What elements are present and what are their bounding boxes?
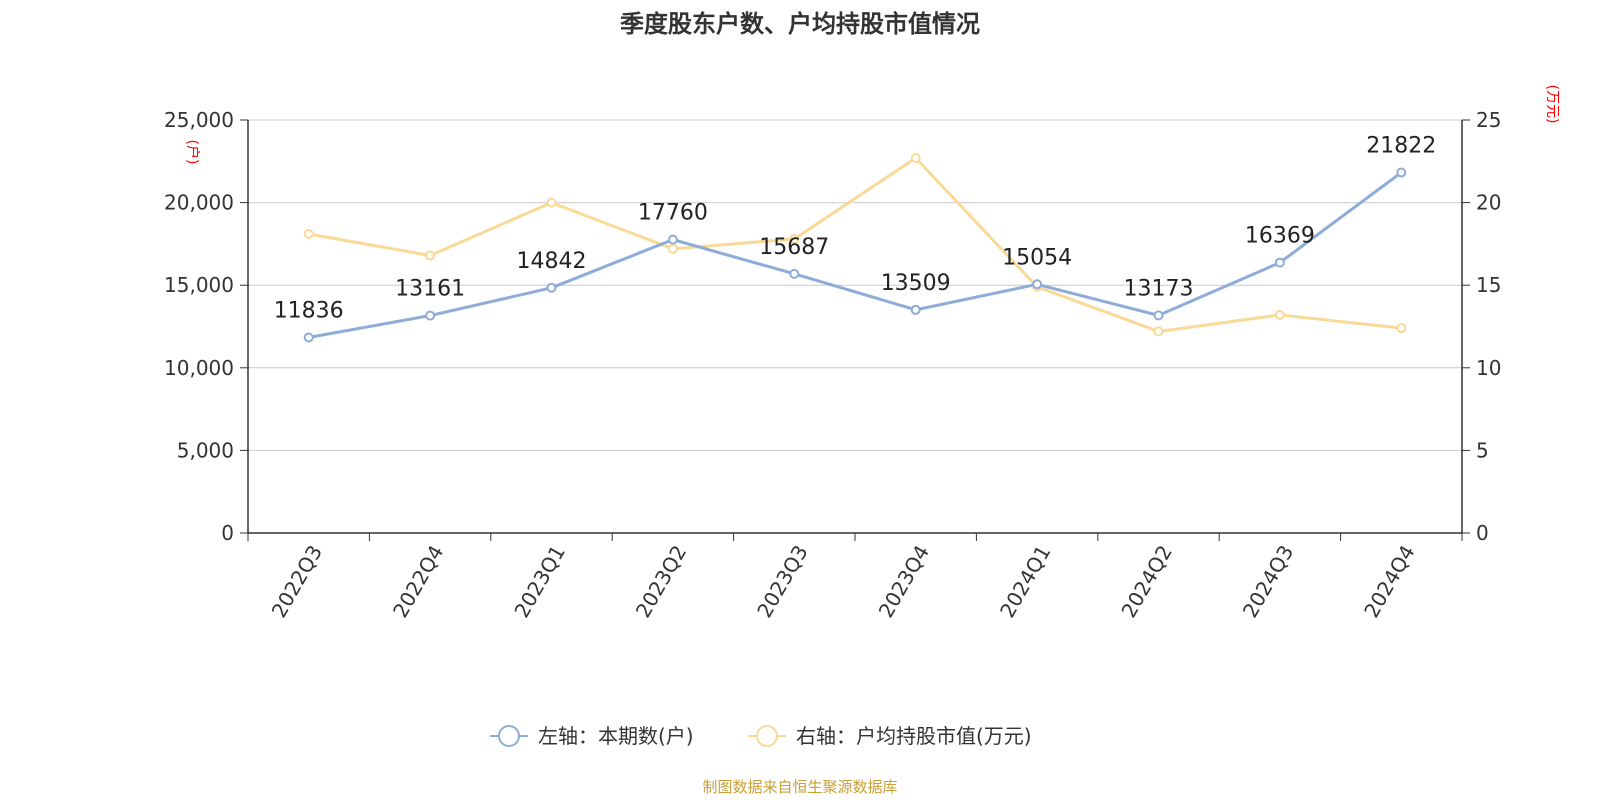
data-label: 16369 bbox=[1245, 224, 1315, 249]
left-axis-tick-label: 10,000 bbox=[164, 356, 234, 380]
left-axis-tick-label: 25,000 bbox=[164, 108, 234, 132]
x-axis-tick-label: 2024Q2 bbox=[1116, 541, 1176, 622]
legend-label-right-series: 右轴：户均持股市值(万元) bbox=[796, 724, 1032, 748]
right-axis-tick-label: 20 bbox=[1476, 191, 1501, 215]
data-point-right bbox=[667, 243, 678, 254]
data-point-left bbox=[1153, 310, 1164, 321]
x-axis-tick-label: 2022Q4 bbox=[388, 541, 448, 622]
axes bbox=[240, 119, 1470, 541]
right-axis-tick-label: 15 bbox=[1476, 273, 1501, 297]
right-axis-tick-label: 25 bbox=[1476, 108, 1501, 132]
data-point-left bbox=[789, 268, 800, 279]
data-label: 15687 bbox=[759, 235, 829, 260]
series-lines bbox=[308, 156, 1403, 339]
legend-item-right-series[interactable]: 右轴：户均持股市值(万元) bbox=[748, 724, 1032, 748]
data-point-left bbox=[303, 332, 314, 343]
x-axis-tick-label: 2023Q2 bbox=[631, 541, 691, 622]
left-axis-tick-label: 0 bbox=[221, 521, 234, 545]
series-points bbox=[303, 152, 1407, 343]
data-label: 13161 bbox=[395, 277, 465, 302]
legend[interactable]: 左轴：本期数(户) 右轴：户均持股市值(万元) bbox=[490, 724, 1032, 748]
data-label: 11836 bbox=[274, 298, 344, 323]
x-axis-tick-label: 2024Q4 bbox=[1359, 541, 1419, 622]
data-point-left bbox=[425, 310, 436, 321]
data-point-left bbox=[1032, 279, 1043, 290]
legend-label-left-series: 左轴：本期数(户) bbox=[538, 724, 694, 748]
data-point-right bbox=[789, 233, 800, 244]
left-axis-unit: (户) bbox=[184, 140, 201, 165]
data-source-note: 制图数据来自恒生聚源数据库 bbox=[702, 778, 897, 796]
data-point-left bbox=[910, 304, 921, 315]
data-point-right bbox=[425, 250, 436, 261]
data-label: 15054 bbox=[1002, 245, 1072, 270]
data-point-right bbox=[1396, 323, 1407, 334]
x-axis-tick-label: 2022Q3 bbox=[267, 541, 327, 622]
series-line-right bbox=[308, 156, 1402, 333]
x-axis-tick-label: 2024Q3 bbox=[1238, 541, 1298, 622]
data-point-left bbox=[1396, 167, 1407, 178]
series-line-left bbox=[308, 171, 1403, 339]
data-label: 14842 bbox=[517, 249, 587, 274]
legend-item-left-series[interactable]: 左轴：本期数(户) bbox=[490, 724, 694, 748]
x-axis-tick-label: 2023Q3 bbox=[752, 541, 812, 622]
chart-title: 季度股东户数、户均持股市值情况 bbox=[620, 10, 980, 38]
data-label: 21822 bbox=[1366, 134, 1436, 159]
data-point-right bbox=[546, 197, 557, 208]
data-label: 13509 bbox=[881, 271, 951, 296]
legend-circle-icon bbox=[498, 725, 520, 747]
x-axis-tick-label: 2024Q1 bbox=[995, 541, 1055, 622]
x-axis-tick-label: 2023Q4 bbox=[874, 541, 934, 622]
data-point-right bbox=[1153, 326, 1164, 337]
right-axis-unit: (万元) bbox=[1544, 85, 1560, 124]
x-axis-tick-labels: 2022Q3 2022Q4 2023Q1 2023Q2 2023Q3 2023Q4 2024… bbox=[267, 541, 1420, 622]
legend-circle-icon bbox=[756, 725, 778, 747]
left-axis-tick-label: 5,000 bbox=[177, 438, 234, 462]
right-axis-tick-labels: 0 5 10 15 20 25 bbox=[1476, 108, 1501, 545]
data-labels: 11836 13161 14842 17760 15687 13509 15054 13173… bbox=[274, 134, 1437, 324]
x-axis-tick-label: 2023Q1 bbox=[509, 541, 569, 622]
data-label: 17760 bbox=[638, 201, 708, 226]
gridlines bbox=[248, 119, 1462, 451]
data-point-right bbox=[910, 152, 921, 163]
left-axis-tick-label: 20,000 bbox=[164, 191, 234, 215]
data-point-right bbox=[1274, 309, 1285, 320]
data-point-left bbox=[1274, 257, 1285, 268]
left-axis-tick-labels: 0 5,000 10,000 15,000 20,000 25,000 bbox=[164, 108, 234, 545]
left-axis-tick-label: 15,000 bbox=[164, 273, 234, 297]
data-point-right bbox=[303, 228, 314, 239]
right-axis-tick-label: 5 bbox=[1476, 438, 1489, 462]
data-point-left bbox=[667, 234, 678, 245]
right-axis-tick-label: 0 bbox=[1476, 521, 1489, 545]
data-point-left bbox=[546, 282, 557, 293]
data-label: 13173 bbox=[1124, 276, 1194, 301]
right-axis-tick-label: 10 bbox=[1476, 356, 1501, 380]
